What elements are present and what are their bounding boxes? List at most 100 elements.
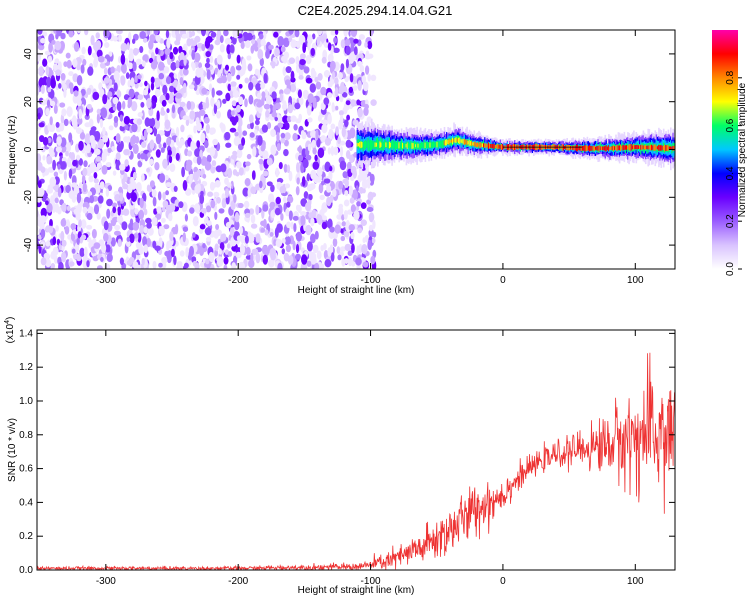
noise-cell [362,170,368,181]
noise-cell [119,163,126,171]
noise-cell [162,200,169,208]
noise-cell [84,133,91,145]
band-core [404,144,406,148]
noise-cell [290,39,297,49]
noise-cell [175,126,180,138]
noise-cell [32,253,35,262]
band-core [665,145,667,151]
noise-cell [191,49,195,60]
noise-cell [263,218,267,229]
noise-cell [96,108,101,115]
noise-cell [121,221,128,231]
band-core [664,144,666,152]
noise-cell [231,100,237,107]
noise-cell [370,255,376,265]
noise-cell [164,48,172,56]
noise-cell [93,178,99,184]
noise-cell [368,212,375,223]
noise-cell [49,218,53,228]
noise-cell [281,237,286,244]
noise-cell [137,232,142,243]
noise-cell [305,154,312,161]
noise-cell [73,41,80,52]
noise-cell [155,35,161,42]
noise-cell [346,114,350,121]
band-core [494,144,497,148]
band-core [616,144,618,152]
noise-cell [366,116,372,124]
noise-cell [99,181,105,190]
noise-cell [302,158,309,169]
noise-cell [314,154,318,162]
noise-cell [96,49,103,58]
noise-cell [338,72,343,80]
noise-cell [255,204,260,216]
noise-cell [46,155,53,165]
noise-cell [215,224,220,230]
noise-cell [47,55,53,63]
noise-cell [68,261,75,267]
noise-cell [225,92,231,102]
noise-cell [67,234,71,240]
band-core [492,144,495,149]
noise-region [32,30,377,269]
colorbar-tick-label: 0.0 [725,262,736,276]
noise-cell [138,82,143,88]
noise-cell [361,75,367,84]
noise-cell [32,218,35,227]
noise-cell [143,129,148,140]
noise-cell [219,43,225,53]
noise-cell [323,97,330,106]
noise-cell [258,158,264,165]
noise-cell [183,262,189,269]
noise-cell [270,129,276,137]
noise-cell [216,99,221,110]
band-core [484,143,486,148]
noise-cell [308,194,313,201]
band-core [609,146,611,150]
noise-cell [81,174,86,185]
colorbar-label: Normalized spectral amplitude [737,82,748,217]
noise-cell [182,68,189,76]
noise-cell [327,113,332,125]
noise-cell [156,206,162,214]
noise-cell [263,73,268,84]
noise-cell [254,68,259,76]
band-core [374,142,377,148]
band-core [587,146,590,151]
noise-cell [70,233,76,241]
noise-cell [321,56,327,64]
noise-cell [37,112,41,120]
y-tick-label: -20 [23,190,34,205]
noise-cell [323,70,331,78]
noise-cell [136,264,141,269]
noise-cell [94,148,101,155]
band-core [483,143,485,148]
band-core [635,145,638,150]
noise-cell [49,176,57,187]
band-core [428,142,430,148]
noise-cell [209,44,214,51]
noise-cell [307,40,311,51]
noise-cell [120,75,125,82]
noise-cell [162,158,168,169]
band-core [465,139,467,145]
noise-cell [173,185,178,192]
noise-cell [56,30,62,37]
noise-cell [225,162,230,170]
noise-cell [198,245,205,256]
noise-cell [314,262,320,269]
noise-cell [142,236,148,247]
band-core [416,142,418,149]
noise-cell [327,53,334,63]
noise-cell [306,173,310,182]
x-tick-label: -200 [228,576,248,587]
noise-cell [265,49,270,59]
noise-cell [360,219,367,226]
noise-cell [122,100,126,110]
band-core [621,146,623,150]
noise-cell [132,38,136,44]
noise-cell [52,159,56,171]
noise-cell [91,228,97,239]
band-core [384,142,386,147]
